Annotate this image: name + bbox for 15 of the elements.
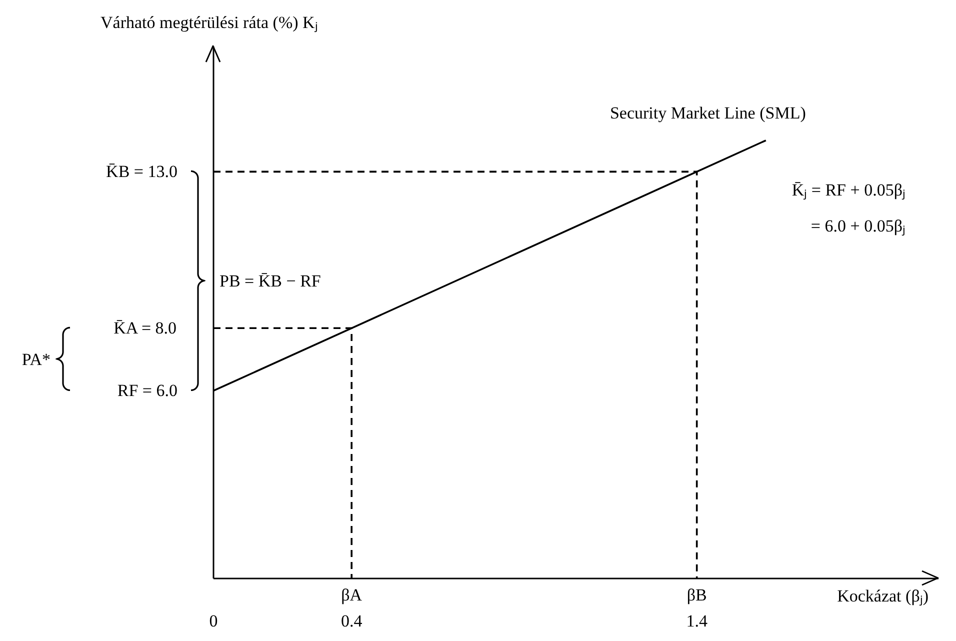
annotation: PB = K̄B − RF — [220, 272, 321, 291]
x-tick-label: 1.4 — [686, 612, 708, 630]
annotation: K̄ⱼ = RF + 0.05βⱼ — [792, 180, 906, 201]
annotation: βA — [341, 586, 363, 604]
y-axis-title: Várható megtérülési ráta (%) Kⱼ — [100, 13, 318, 33]
annotation: Security Market Line (SML) — [610, 103, 806, 122]
x-tick-label: 0 — [209, 612, 218, 630]
x-tick-label: 0.4 — [340, 612, 363, 630]
y-tick-label: RF = 6.0 — [117, 381, 178, 400]
y-tick-label: K̄A = 8.0 — [114, 318, 177, 338]
x-axis-title: Kockázat (βⱼ) — [837, 586, 929, 606]
annotation: = 6.0 + 0.05βⱼ — [810, 216, 906, 237]
y-tick-label: K̄B = 13.0 — [106, 162, 178, 182]
annotation: βB — [686, 586, 707, 604]
text: PA* — [22, 350, 50, 369]
